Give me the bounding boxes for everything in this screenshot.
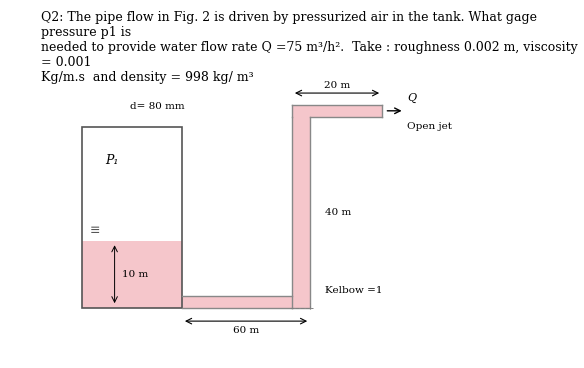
Text: ≡: ≡ xyxy=(89,224,100,237)
Text: Q2: The pipe flow in Fig. 2 is driven by pressurized air in the tank. What gage : Q2: The pipe flow in Fig. 2 is driven by… xyxy=(41,11,578,84)
FancyBboxPatch shape xyxy=(292,105,310,117)
FancyBboxPatch shape xyxy=(82,241,182,308)
Text: Kelbow =1: Kelbow =1 xyxy=(325,286,383,296)
Text: P₁: P₁ xyxy=(105,154,119,167)
Text: 10 m: 10 m xyxy=(122,270,148,279)
FancyBboxPatch shape xyxy=(182,296,292,308)
Text: d= 80 mm: d= 80 mm xyxy=(130,102,185,111)
Text: Open jet: Open jet xyxy=(407,122,452,131)
Text: 40 m: 40 m xyxy=(325,208,352,217)
Text: 60 m: 60 m xyxy=(233,326,259,335)
FancyBboxPatch shape xyxy=(292,105,382,117)
Text: Q: Q xyxy=(407,93,416,103)
Text: 20 m: 20 m xyxy=(324,81,350,90)
FancyBboxPatch shape xyxy=(292,117,310,308)
FancyBboxPatch shape xyxy=(292,296,310,308)
